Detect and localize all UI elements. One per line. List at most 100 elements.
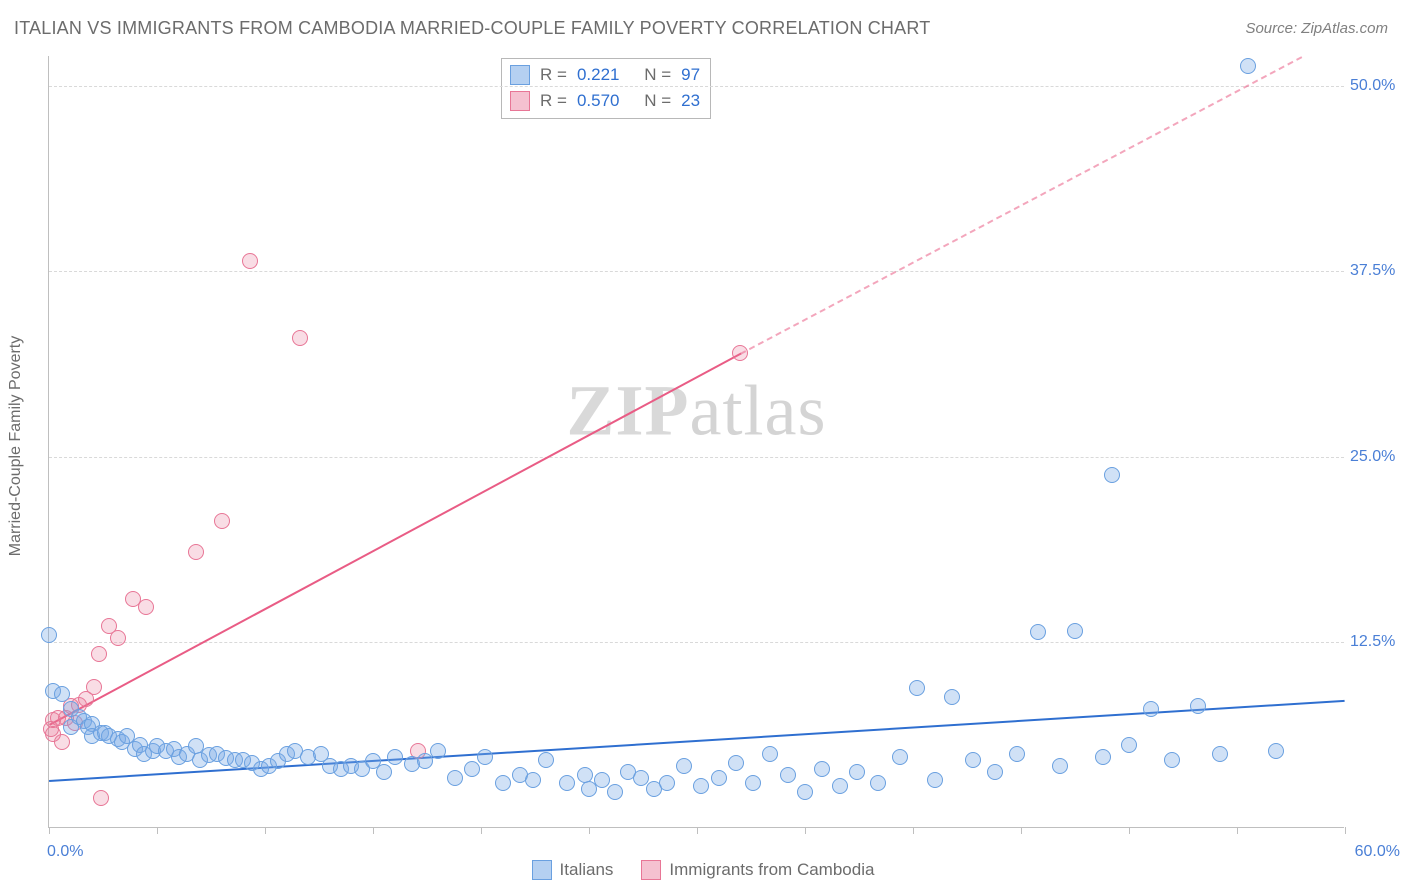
gridline [49, 86, 1344, 87]
r-value-b: 0.570 [577, 88, 620, 114]
data-point [1121, 737, 1137, 753]
regression-line [49, 353, 741, 726]
data-point [965, 752, 981, 768]
data-point [1009, 746, 1025, 762]
swatch-pink-icon [510, 91, 530, 111]
data-point [86, 679, 102, 695]
data-point [711, 770, 727, 786]
data-point [1240, 58, 1256, 74]
x-tick-mark [697, 827, 698, 834]
data-point [54, 686, 70, 702]
data-point [1143, 701, 1159, 717]
data-point [832, 778, 848, 794]
x-tick-mark [1237, 827, 1238, 834]
x-tick-mark [49, 827, 50, 834]
data-point [987, 764, 1003, 780]
source-credit: Source: ZipAtlas.com [1245, 20, 1388, 37]
swatch-blue-icon [532, 860, 552, 880]
data-point [728, 755, 744, 771]
bottom-legend: Italians Immigrants from Cambodia [0, 860, 1406, 880]
data-point [41, 627, 57, 643]
legend-item-b: Immigrants from Cambodia [641, 860, 874, 880]
legend-label-a: Italians [560, 860, 614, 880]
n-value-b: 23 [681, 88, 700, 114]
data-point [214, 513, 230, 529]
data-point [870, 775, 886, 791]
chart-title: ITALIAN VS IMMIGRANTS FROM CAMBODIA MARR… [14, 18, 930, 39]
x-tick-mark [481, 827, 482, 834]
data-point [91, 646, 107, 662]
x-tick-mark [913, 827, 914, 834]
data-point [138, 599, 154, 615]
data-point [1104, 467, 1120, 483]
y-axis-label: Married-Couple Family Poverty [7, 336, 25, 557]
x-tick-mark [265, 827, 266, 834]
data-point [110, 630, 126, 646]
x-tick-mark [157, 827, 158, 834]
stats-box: R = 0.221 N = 97 R = 0.570 N = 23 [501, 58, 711, 119]
data-point [780, 767, 796, 783]
watermark: ZIPatlas [567, 369, 827, 452]
gridline [49, 457, 1344, 458]
data-point [447, 770, 463, 786]
swatch-blue-icon [510, 65, 530, 85]
x-tick-max: 60.0% [1355, 843, 1400, 861]
data-point [1190, 698, 1206, 714]
data-point [1067, 623, 1083, 639]
data-point [54, 734, 70, 750]
data-point [577, 767, 593, 783]
r-value-a: 0.221 [577, 62, 620, 88]
data-point [1268, 743, 1284, 759]
data-point [387, 749, 403, 765]
data-point [944, 689, 960, 705]
r-label: R = [540, 88, 567, 114]
stats-row-a: R = 0.221 N = 97 [510, 62, 700, 88]
data-point [659, 775, 675, 791]
data-point [797, 784, 813, 800]
data-point [594, 772, 610, 788]
r-label: R = [540, 62, 567, 88]
data-point [464, 761, 480, 777]
x-tick-mark [1345, 827, 1346, 834]
y-tick-label: 50.0% [1350, 77, 1406, 95]
data-point [495, 775, 511, 791]
legend-label-b: Immigrants from Cambodia [669, 860, 874, 880]
data-point [430, 743, 446, 759]
x-tick-min: 0.0% [47, 843, 83, 861]
watermark-thin: atlas [690, 370, 827, 450]
data-point [292, 330, 308, 346]
data-point [538, 752, 554, 768]
x-tick-mark [589, 827, 590, 834]
data-point [1030, 624, 1046, 640]
gridline [49, 642, 1344, 643]
x-tick-mark [805, 827, 806, 834]
plot-area: ZIPatlas R = 0.221 N = 97 R = 0.570 N = … [48, 56, 1344, 828]
data-point [607, 784, 623, 800]
data-point [732, 345, 748, 361]
x-tick-mark [1021, 827, 1022, 834]
data-point [927, 772, 943, 788]
data-point [892, 749, 908, 765]
data-point [188, 544, 204, 560]
gridline [49, 271, 1344, 272]
data-point [909, 680, 925, 696]
data-point [242, 253, 258, 269]
data-point [376, 764, 392, 780]
data-point [849, 764, 865, 780]
n-label: N = [644, 62, 671, 88]
regression-line [740, 56, 1303, 355]
data-point [814, 761, 830, 777]
data-point [762, 746, 778, 762]
data-point [1212, 746, 1228, 762]
n-value-a: 97 [681, 62, 700, 88]
data-point [1164, 752, 1180, 768]
data-point [93, 790, 109, 806]
data-point [559, 775, 575, 791]
y-tick-label: 37.5% [1350, 262, 1406, 280]
data-point [1052, 758, 1068, 774]
data-point [633, 770, 649, 786]
stats-row-b: R = 0.570 N = 23 [510, 88, 700, 114]
x-tick-mark [1129, 827, 1130, 834]
data-point [676, 758, 692, 774]
y-tick-label: 12.5% [1350, 633, 1406, 651]
